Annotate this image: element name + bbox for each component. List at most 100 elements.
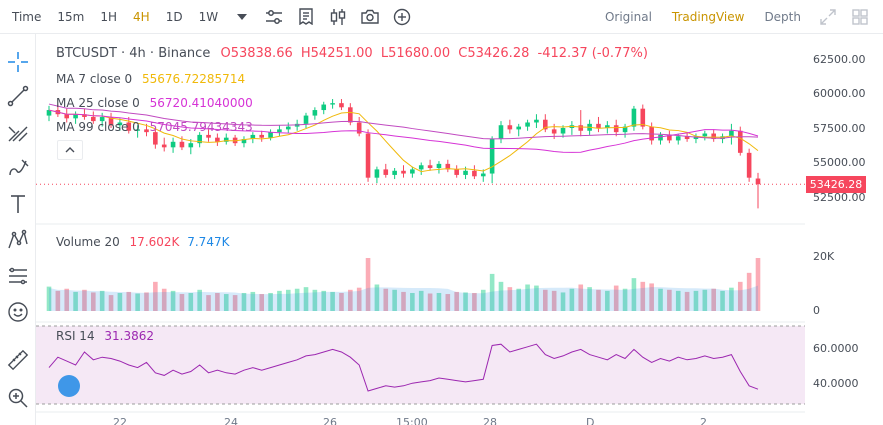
rsi-line: [48, 343, 759, 392]
volume-bar: [427, 293, 433, 311]
trend-line-icon[interactable]: [4, 82, 32, 110]
interval-1d[interactable]: 1D: [165, 9, 183, 24]
brush-icon[interactable]: [4, 154, 32, 182]
candle-body: [153, 132, 158, 145]
zoom-in-icon[interactable]: [4, 384, 32, 412]
top-toolbar: Time 15m 1H 4H 1D 1W Original TradingVie…: [0, 0, 883, 34]
interval-1w[interactable]: 1W: [198, 9, 219, 24]
volume-bar: [99, 290, 105, 311]
candle-body: [684, 136, 690, 140]
candle-body: [436, 163, 442, 169]
candle-body: [161, 144, 167, 148]
volume-bar: [232, 295, 238, 311]
emoji-icon[interactable]: [4, 298, 32, 326]
candle-body: [277, 129, 282, 133]
volume-bar: [436, 292, 442, 311]
add-indicator-icon[interactable]: [391, 6, 413, 28]
volume-bar: [702, 289, 708, 311]
ma25-label: MA 25 close 0: [56, 96, 140, 110]
candle-body: [339, 103, 344, 108]
more-intervals-dropdown-icon[interactable]: [231, 6, 253, 28]
volume-bar: [755, 258, 761, 311]
volume-bar: [259, 294, 264, 311]
candle-body: [640, 108, 646, 127]
candle-body: [241, 139, 247, 144]
price-tick: 55000.00: [813, 156, 866, 169]
volume-bar: [631, 278, 637, 311]
ma99-legend: MA 99 close 0 57045.79434343: [56, 120, 253, 134]
date-tick: 2: [700, 416, 707, 425]
symbol-legend: BTCUSDT · 4h · Binance O53838.66 H54251.…: [56, 46, 648, 61]
fullscreen-icon[interactable]: [817, 6, 839, 28]
ma7-value: 55676.72285714: [142, 72, 246, 86]
volume-bar: [250, 291, 256, 311]
candle-body: [613, 125, 619, 133]
crosshair-icon[interactable]: [4, 48, 32, 76]
volume-bar: [170, 290, 176, 311]
candle-body: [348, 107, 353, 123]
candle-body: [303, 115, 309, 124]
volume-bar: [356, 287, 362, 311]
candle-body: [729, 130, 734, 137]
text-tool-icon[interactable]: [4, 190, 32, 218]
volume-bar: [684, 291, 690, 311]
volume-bar: [587, 287, 592, 311]
ohlc-change: -412.37 (-0.77%): [537, 46, 648, 61]
volume-bar: [64, 288, 70, 311]
candle-body: [631, 108, 637, 127]
candle-body: [126, 122, 132, 131]
volume-bar: [294, 288, 300, 311]
ma7-label: MA 7 close 0: [56, 72, 133, 86]
candle-body: [498, 125, 504, 140]
rsi-value: 31.3862: [104, 329, 155, 343]
candle-body: [711, 133, 716, 140]
volume-bar: [161, 288, 167, 311]
receipt-icon[interactable]: [295, 6, 317, 28]
candle-body: [622, 126, 628, 133]
volume-bar: [596, 289, 601, 311]
candle-body: [46, 110, 52, 116]
camera-icon[interactable]: [359, 6, 381, 28]
volume-bar: [463, 292, 468, 311]
price-axis[interactable]: 62500.00 60000.00 57500.00 55000.00 5250…: [805, 34, 883, 425]
collapse-legend-button[interactable]: [57, 140, 83, 160]
indicator-settings-icon[interactable]: [263, 6, 285, 28]
candle-body: [702, 133, 708, 137]
candle-style-icon[interactable]: [327, 6, 349, 28]
volume-bar: [737, 281, 743, 311]
volume-bar: [126, 291, 132, 311]
layout-grid-icon[interactable]: [849, 6, 871, 28]
volume-bar: [525, 284, 530, 311]
chart-canvas[interactable]: [36, 34, 805, 425]
candle-body: [170, 141, 176, 148]
volume-bar: [241, 292, 247, 311]
volume-bar: [729, 287, 734, 311]
view-original[interactable]: Original: [604, 10, 652, 24]
volume-bar: [640, 281, 646, 311]
view-tradingview[interactable]: TradingView: [671, 10, 745, 24]
candle-body: [489, 139, 495, 174]
candle-body: [480, 173, 486, 177]
ma7-legend: MA 7 close 0 55676.72285714: [56, 72, 245, 86]
current-price-tag: 53426.28: [806, 176, 866, 193]
volume-bar: [206, 295, 211, 311]
volume-tick: 20K: [813, 250, 835, 263]
ma99-label: MA 99 close 0: [56, 120, 140, 134]
candle-body: [427, 165, 433, 169]
pattern-tool-icon[interactable]: [4, 226, 32, 254]
volume-bar: [746, 272, 752, 311]
interval-1h[interactable]: 1H: [100, 9, 118, 24]
ruler-icon[interactable]: [4, 346, 32, 374]
volume-bar: [312, 289, 318, 311]
fib-tool-icon[interactable]: [4, 262, 32, 290]
view-depth[interactable]: Depth: [764, 10, 801, 24]
drawing-toolbar: [0, 34, 36, 425]
interval-4h[interactable]: 4H: [133, 9, 150, 24]
candle-body: [675, 136, 681, 141]
date-tick: 15:00: [396, 416, 428, 425]
volume-bar: [330, 291, 335, 311]
interval-15m[interactable]: 15m: [57, 9, 85, 24]
pitchfork-icon[interactable]: [4, 118, 32, 146]
candle-body: [392, 170, 397, 175]
rsi-band: [36, 326, 805, 404]
